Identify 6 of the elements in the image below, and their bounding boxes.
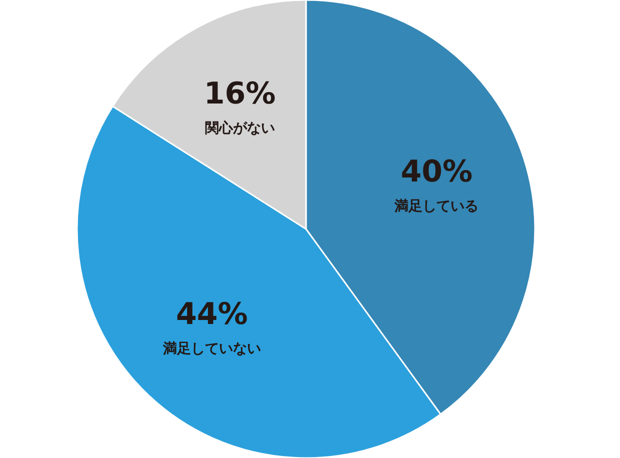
slice-label: 関心がない	[204, 120, 275, 137]
slice-label: 満足していない	[162, 341, 261, 358]
slice-label: 満足している	[394, 198, 479, 215]
data-label: 44%	[176, 297, 248, 332]
data-label: 40%	[400, 154, 473, 190]
data-label: 16%	[204, 76, 276, 112]
